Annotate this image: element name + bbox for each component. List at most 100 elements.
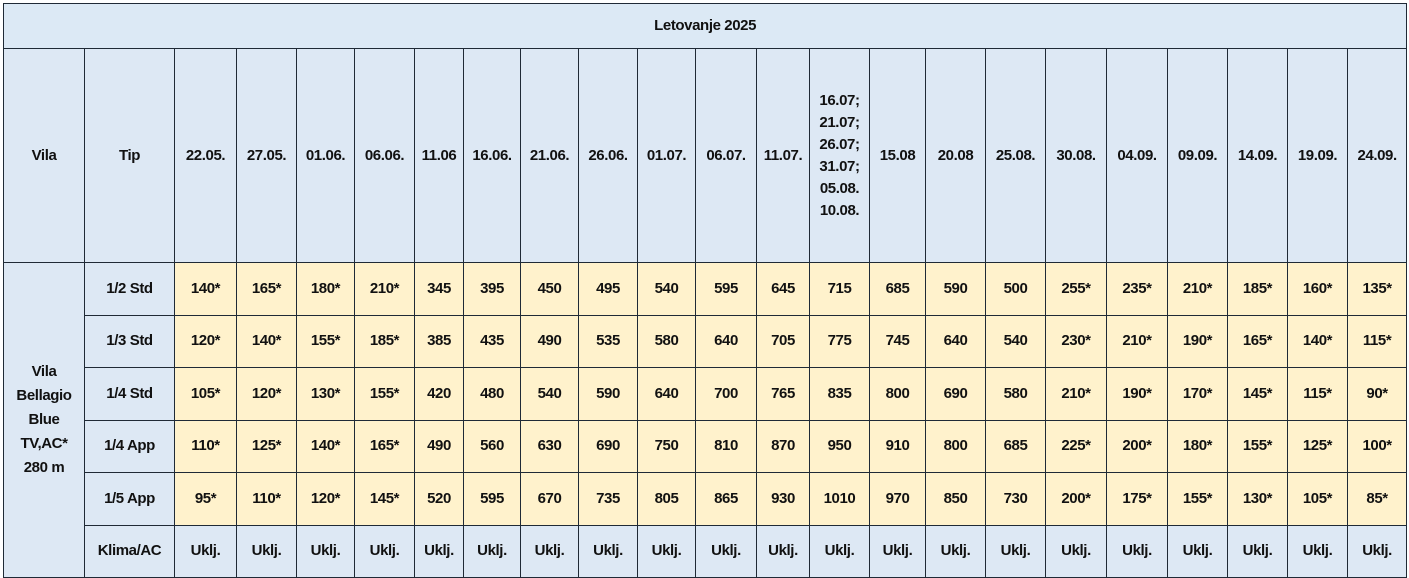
data-row: 1/4 App 110* 125* 140* 165* 490 560 630 690 750 81… xyxy=(4,419,1408,473)
price-cell: 385 xyxy=(414,314,464,368)
price-cell: Uklj. xyxy=(985,524,1046,578)
price-cell: 950 xyxy=(809,419,870,473)
price-cell: 730 xyxy=(985,472,1046,526)
price-cell: Uklj. xyxy=(236,524,297,578)
header-cell: 11.07. xyxy=(756,48,810,263)
header-cell: 30.08. xyxy=(1045,48,1107,263)
price-cell: Uklj. xyxy=(296,524,355,578)
price-cell: 230* xyxy=(1045,314,1107,368)
price-cell: Uklj. xyxy=(809,524,870,578)
price-cell: 255* xyxy=(1045,262,1107,316)
price-cell: 125* xyxy=(1287,419,1348,473)
price-cell: 140* xyxy=(174,262,237,316)
text-line: Blue xyxy=(28,411,60,428)
price-cell: 750 xyxy=(637,419,696,473)
price-cell: 810 xyxy=(695,419,757,473)
data-row: 1/4 Std 105* 120* 130* 155* 420 480 540 590 640 70… xyxy=(4,367,1408,421)
price-cell: 210* xyxy=(354,262,415,316)
price-cell: 165* xyxy=(354,419,415,473)
price-cell: Uklj. xyxy=(520,524,579,578)
header-cell: 25.08. xyxy=(985,48,1046,263)
header-cell: 26.06. xyxy=(578,48,638,263)
room-type: 1/3 Std xyxy=(84,314,175,368)
price-cell: Uklj. xyxy=(578,524,638,578)
price-cell: 210* xyxy=(1045,367,1107,421)
price-cell: 145* xyxy=(354,472,415,526)
data-row: 1/3 Std 120* 140* 155* 185* 385 435 490 535 580 64… xyxy=(4,314,1408,368)
price-cell: Uklj. xyxy=(1227,524,1288,578)
price-cell: 805 xyxy=(637,472,696,526)
price-cell: 715 xyxy=(809,262,870,316)
price-cell: 120* xyxy=(296,472,355,526)
header-cell: 19.09. xyxy=(1287,48,1348,263)
price-cell: 595 xyxy=(463,472,521,526)
header-cell: 14.09. xyxy=(1227,48,1288,263)
header-cell: Vila xyxy=(3,48,85,263)
room-type: 1/5 App xyxy=(84,472,175,526)
price-cell: 210* xyxy=(1167,262,1228,316)
price-cell: 115* xyxy=(1287,367,1348,421)
price-cell: 850 xyxy=(925,472,986,526)
price-cell: 865 xyxy=(695,472,757,526)
room-type: 1/4 Std xyxy=(84,367,175,421)
price-cell: 700 xyxy=(695,367,757,421)
price-cell: 155* xyxy=(1167,472,1228,526)
text-line: Vila xyxy=(31,363,57,380)
price-cell: 130* xyxy=(296,367,355,421)
title-row: Letovanje 2025 xyxy=(2,3,1408,49)
price-cell: 170* xyxy=(1167,367,1228,421)
price-cell: 190* xyxy=(1106,367,1168,421)
price-cell: 210* xyxy=(1106,314,1168,368)
price-cell: 495 xyxy=(578,262,638,316)
price-cell: 95* xyxy=(174,472,237,526)
text-line: 26.07; xyxy=(819,135,860,153)
price-cell: 155* xyxy=(354,367,415,421)
header-cell: 16.07; 21.07; 26.07; 31.07; 05.08. 10.08. xyxy=(809,48,870,263)
price-cell: Uklj. xyxy=(174,524,237,578)
price-cell: 640 xyxy=(925,314,986,368)
price-cell: Uklj. xyxy=(1106,524,1168,578)
price-cell: 125* xyxy=(236,419,297,473)
price-cell: 105* xyxy=(174,367,237,421)
price-cell: 765 xyxy=(756,367,810,421)
price-cell: Uklj. xyxy=(925,524,986,578)
text-line: 16.07; xyxy=(819,91,860,109)
price-cell: 480 xyxy=(463,367,521,421)
price-cell: Uklj. xyxy=(414,524,464,578)
price-cell: 160* xyxy=(1287,262,1348,316)
text-line: 280 m xyxy=(23,459,65,476)
price-cell: Uklj. xyxy=(463,524,521,578)
price-cell: 590 xyxy=(925,262,986,316)
price-cell: 115* xyxy=(1346,314,1408,368)
price-cell: 535 xyxy=(578,314,638,368)
price-cell: 490 xyxy=(520,314,579,368)
text-line: 10.08. xyxy=(819,201,860,219)
price-cell: 775 xyxy=(809,314,870,368)
price-cell: 225* xyxy=(1045,419,1107,473)
price-cell: 90* xyxy=(1346,367,1408,421)
header-cell: 09.09. xyxy=(1167,48,1228,263)
price-cell: 970 xyxy=(869,472,926,526)
price-cell: 580 xyxy=(637,314,696,368)
price-cell: 140* xyxy=(236,314,297,368)
price-cell: Uklj. xyxy=(695,524,757,578)
price-cell: Uklj. xyxy=(1287,524,1348,578)
price-cell: 685 xyxy=(985,419,1046,473)
price-cell: Uklj. xyxy=(1167,524,1228,578)
price-cell: 630 xyxy=(520,419,579,473)
text-line: 31.07; xyxy=(819,157,860,175)
header-cell: 01.07. xyxy=(637,48,696,263)
price-cell: 595 xyxy=(695,262,757,316)
price-cell: 560 xyxy=(463,419,521,473)
price-cell: 645 xyxy=(756,262,810,316)
price-cell: 640 xyxy=(637,367,696,421)
text-line: 21.07; xyxy=(819,113,860,131)
price-cell: 120* xyxy=(236,367,297,421)
price-cell: 140* xyxy=(1287,314,1348,368)
header-cell: 22.05. xyxy=(174,48,237,263)
price-cell: 540 xyxy=(520,367,579,421)
text-line: Bellagio xyxy=(16,387,72,404)
text-line: TV,AC* xyxy=(20,435,68,452)
price-cell: 450 xyxy=(520,262,579,316)
